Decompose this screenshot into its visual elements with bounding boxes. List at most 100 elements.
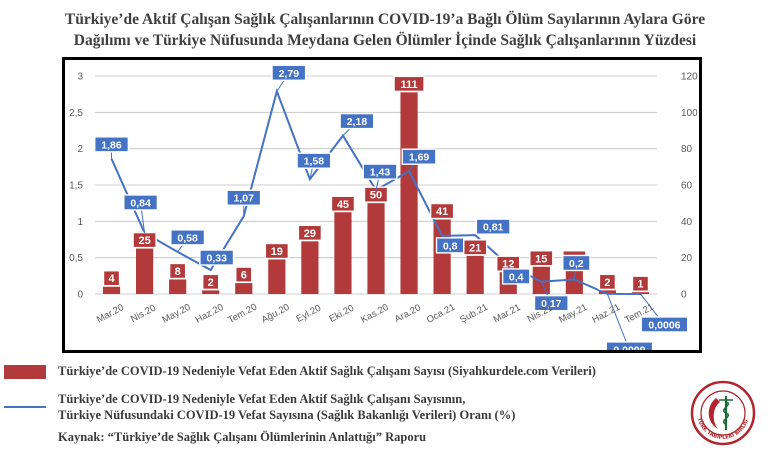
line-label-box [339,112,375,130]
bar-label-box [168,262,187,280]
bar-label-box [202,273,220,291]
bar-label-box [235,266,253,283]
x-tick-label: Ara.20 [393,302,423,325]
bar-value-label: 2 [604,277,610,289]
x-tick-label: Kas.20 [359,302,390,326]
line-value-label: 1,69 [409,152,430,164]
y-tick-left: 2,5 [69,108,83,119]
line-value-label: 0,84 [130,197,151,209]
bar-value-label: 41 [436,206,448,218]
chart-title-line-1: Türkiye’de Aktif Çalışan Sağlık Çalışanl… [64,11,706,28]
bar [268,259,286,294]
y-tick-left: 0,5 [69,253,83,264]
line-label-box [226,189,262,206]
y-tick-right: 120 [681,72,698,83]
line-label-box [501,268,531,285]
y-tick-left: 0 [77,290,83,301]
line-value-label: 0,2 [569,258,584,270]
legend-bar-swatch [4,365,46,379]
bar-value-label: 4 [108,273,115,285]
line-label-box [562,254,591,272]
bar-value-label: 15 [535,253,547,265]
combo-chart: 0 0,5 1 1,5 2 2,5 3 0 20 40 60 80 100 120 4 25 8 2 6 19 29 45… [69,64,698,350]
bar-value-label: 29 [304,228,316,240]
source-note: Kaynak: “Türkiye’de Sağlık Çalışanı Ölüm… [58,430,427,444]
bar [532,266,550,294]
bar [334,212,352,294]
line-label-box [199,249,235,266]
line-value-label: 0,8 [443,240,458,252]
line-label-box [605,341,654,350]
bar-label-box [598,273,617,291]
bar [598,290,617,294]
bar-value-label: 12 [502,259,514,271]
y-tick-left: 1,5 [69,181,83,192]
line-value-label: 0,0009 [613,344,645,350]
line-label-box [640,316,689,333]
line-label-box [123,194,159,211]
y-tick-right: 40 [681,217,693,228]
line-value-label: 2,79 [279,68,300,80]
x-tick-label: Mar.21 [492,302,523,325]
y-tick-right: 100 [681,108,698,119]
line-label-box [94,136,130,153]
chart-frame: 0 0,5 1 1,5 2 2,5 3 0 20 40 60 80 100 120 4 25 8 2 6 19 29 45… [62,57,702,353]
legend-line-label-2: Türkiye Nüfusundaki COVID-19 Vefat Sayıs… [58,408,516,422]
x-tick-label: Nis.20 [129,303,158,325]
bar-value-label: 2 [208,277,214,289]
line-label-leader [606,293,630,350]
bar-label-box [264,242,290,260]
line-label-box [170,229,206,246]
y-tick-right: 80 [681,144,693,155]
legend-bar-label: Türkiye’de COVID-19 Nedeniyle Vefat Eden… [58,364,596,378]
line-value-label: 1,07 [234,193,255,205]
y-tick-right: 60 [681,181,693,192]
line-value-label: 1,43 [370,167,391,179]
bar-label-box [102,270,121,287]
line-label-box [271,64,307,81]
bar-value-label: 45 [337,199,349,211]
y-tick-right: 20 [681,253,693,264]
bar-value-label: 1 [637,279,643,291]
bar [169,279,187,294]
bar-label-box [631,275,650,292]
line-value-label: 0,58 [177,232,198,244]
line-label-box [296,152,332,169]
x-tick-label: May.20 [160,302,192,326]
bar [301,241,319,294]
bar-value-label: 21 [469,242,481,254]
bar-value-label: 6 [241,270,247,282]
y-tick-right: 0 [681,290,687,301]
ttb-logo: TÜRK TABİPLERİ BİRLİĞİ [690,380,756,446]
y-tick-left: 2 [77,144,83,155]
y-tick-left: 3 [77,72,83,83]
bar [433,219,451,294]
bar-value-label: 25 [138,235,150,247]
line-value-label: 0,33 [206,253,227,265]
x-tick-label: Şub.21 [458,302,490,326]
x-tick-label: Haz.20 [194,302,226,326]
x-tick-label: Oca.21 [425,302,457,326]
legend-line-label-1: Türkiye’de COVID-19 Nedeniyle Vefat Eden… [58,392,466,406]
x-tick-label: Mar.20 [95,302,126,325]
bar-value-label: 50 [370,190,382,202]
x-tick-label: Ağu.20 [260,302,292,326]
chart-title-line-2: Dağılımı ve Türkiye Nüfusunda Meydana Ge… [73,32,697,49]
bar-value-label: 19 [271,246,283,258]
bar [235,283,253,294]
bar-value-label: 111 [400,79,417,91]
line-value-label: 2,18 [347,116,368,128]
bar [202,290,220,294]
line-label-box [362,163,398,180]
x-tick-label: Eki.20 [328,303,356,325]
bar [135,248,154,294]
bar-label-box [297,224,323,242]
line-label-box [475,218,511,235]
bar-label-box [393,75,425,93]
x-tick-label: Haz.21 [590,302,622,326]
line-label-box [435,237,465,254]
bar-label-box [363,186,389,203]
line-value-label: 0,17 [541,298,562,310]
line-value-label: 0,81 [483,222,504,234]
bar-value-label: 8 [175,266,181,278]
